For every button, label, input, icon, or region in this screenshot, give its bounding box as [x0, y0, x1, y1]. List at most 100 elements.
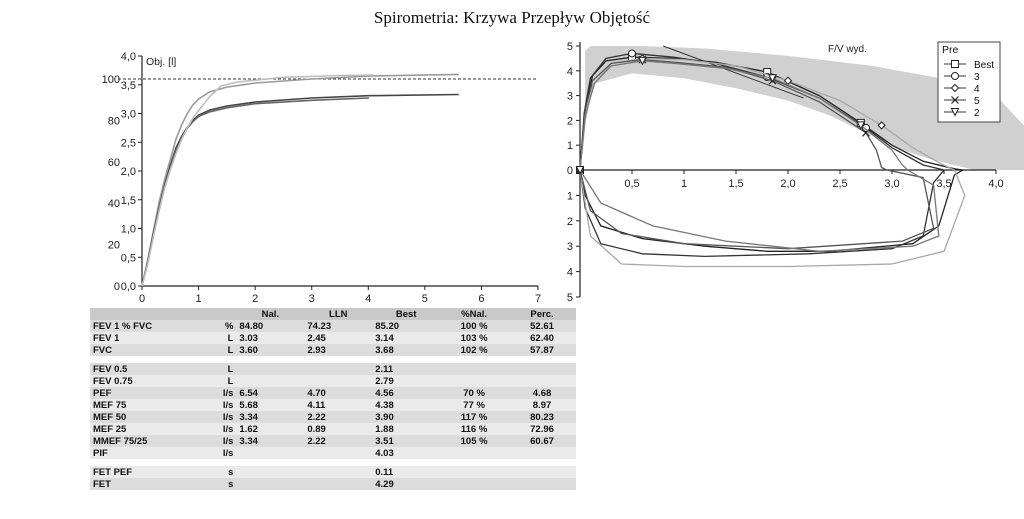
- marker-circle: [862, 123, 870, 132]
- table-header-cell: %Nal.: [440, 308, 509, 320]
- table-row: PEF l/s 6.54 4.70 4.56 70 % 4.68: [90, 387, 576, 399]
- table-cell-label: FET PEF: [90, 466, 211, 478]
- table-cell-label: PIF: [90, 447, 211, 459]
- y-tick-label: 3: [567, 241, 573, 253]
- table-cell-pct: 117 %: [440, 411, 509, 423]
- table-cell-pct: 116 %: [440, 423, 509, 435]
- table-cell-unit: L: [210, 344, 237, 356]
- table-cell-best: 4.03: [372, 447, 441, 459]
- percent-tick-label: 0: [114, 281, 120, 293]
- marker-diamond: [950, 83, 960, 93]
- table-cell-pct: [440, 478, 509, 490]
- table-row: FVC L 3.60 2.93 3.68 102 % 57.87: [90, 344, 576, 356]
- table-cell-pct: 77 %: [440, 399, 509, 411]
- table-cell-unit: s: [210, 466, 237, 478]
- table-cell-unit: %: [210, 320, 237, 332]
- table-cell-pct: [440, 363, 509, 375]
- table-cell-lln: 4.11: [304, 399, 373, 411]
- legend-label: Best: [974, 60, 994, 71]
- x-tick-label: 2,0: [780, 178, 795, 190]
- table-cell-best: 85.20: [372, 320, 441, 332]
- table-cell-nal: 6.54: [236, 387, 305, 399]
- flow-loop-2: [579, 60, 940, 252]
- y-tick-label: 0,5: [121, 252, 136, 264]
- table-cell-best: 3.68: [372, 344, 441, 356]
- table-header-cell: LLN: [304, 308, 373, 320]
- legend-label: 2: [974, 108, 980, 119]
- x-tick-label: 7: [535, 293, 541, 305]
- table-cell-perc: 60.67: [508, 435, 576, 447]
- table-cell-label: MEF 25: [90, 423, 211, 435]
- table-cell-label: FEV 0.5: [90, 363, 211, 375]
- marker-triangle: [856, 121, 866, 130]
- flow-loop-Best: [579, 56, 965, 252]
- marker-circle: [951, 72, 959, 80]
- x-tick-label: 4: [365, 293, 371, 305]
- table-cell-perc: [508, 375, 576, 387]
- table-cell-label: FEV 1 % FVC: [90, 320, 211, 332]
- table-cell-best: 3.14: [372, 332, 441, 344]
- percent-tick-label: 60: [108, 157, 120, 169]
- y-tick-label: 2,0: [121, 166, 136, 178]
- table-cell-unit: L: [210, 375, 237, 387]
- table-cell-nal: 3.03: [236, 332, 305, 344]
- table-header-cell: Perc.: [508, 308, 576, 320]
- table-cell-nal: [236, 447, 305, 459]
- percent-tick-label: 80: [108, 115, 120, 127]
- table-cell-best: 0.11: [372, 466, 441, 478]
- percent-tick-label: 100: [102, 74, 120, 86]
- marker-triangle: [575, 166, 585, 175]
- table-cell-unit: l/s: [210, 399, 237, 411]
- table-cell-perc: 57.87: [508, 344, 576, 356]
- table-header-cell: Nal.: [236, 308, 305, 320]
- table-cell-best: 1.88: [372, 423, 441, 435]
- x-tick-label: 1: [196, 293, 202, 305]
- table-cell-perc: [508, 363, 576, 375]
- marker-square: [951, 60, 959, 68]
- annotation: F/V wyd.: [828, 44, 867, 55]
- y-tick-label: 1: [567, 190, 573, 202]
- table-cell-label: MMEF 75/25: [90, 435, 211, 447]
- table-cell-unit: l/s: [210, 423, 237, 435]
- page-title: Spirometria: Krzywa Przepływ Objętość: [373, 8, 651, 27]
- table-cell-nal: 84.80: [236, 320, 305, 332]
- table-cell-best: 3.51: [372, 435, 441, 447]
- table-cell-label: PEF: [90, 387, 211, 399]
- table-cell-perc: 8.97: [508, 399, 576, 411]
- table-cell-pct: 103 %: [440, 332, 509, 344]
- table-cell-label: FVC: [90, 344, 211, 356]
- volume-curve-1: [141, 73, 459, 287]
- table-cell-nal: 3.34: [236, 435, 305, 447]
- marker-triangle: [768, 74, 777, 83]
- legend-label: 5: [974, 96, 980, 107]
- y-tick-label: 1,5: [121, 195, 136, 207]
- table-cell-nal: 1.62: [236, 423, 305, 435]
- table-row: MEF 75 l/s 5.68 4.11 4.38 77 % 8.97: [90, 399, 576, 411]
- table-row: FET s 4.29: [90, 478, 576, 490]
- marker-cross: [862, 128, 870, 137]
- y-tick-label: 3: [567, 91, 573, 103]
- percent-tick-label: 20: [108, 240, 120, 252]
- table-spacer: [90, 459, 576, 466]
- volume-curve-4: [141, 74, 374, 287]
- table-cell-unit: L: [210, 332, 237, 344]
- marker-cross: [951, 96, 959, 104]
- table-cell-perc: 4.68: [508, 387, 576, 399]
- table-cell-unit: l/s: [210, 435, 237, 447]
- table-spacer: [90, 356, 576, 363]
- x-tick-label: 4,0: [988, 178, 1003, 190]
- table-cell-unit: l/s: [210, 387, 237, 399]
- y-tick-label: 4,0: [121, 51, 136, 63]
- x-tick-label: 3: [309, 293, 315, 305]
- x-tick-label: 5: [422, 293, 428, 305]
- table-cell-best: 3.90: [372, 411, 441, 423]
- y-axis-label: Obj. [l]: [146, 56, 176, 68]
- legend-label: 4: [974, 84, 980, 95]
- table-cell-nal: [236, 478, 305, 490]
- y-tick-label: 4: [567, 66, 573, 78]
- table-cell-pct: 70 %: [440, 387, 509, 399]
- table-cell-nal: [236, 363, 305, 375]
- y-tick-label: 2: [567, 115, 573, 127]
